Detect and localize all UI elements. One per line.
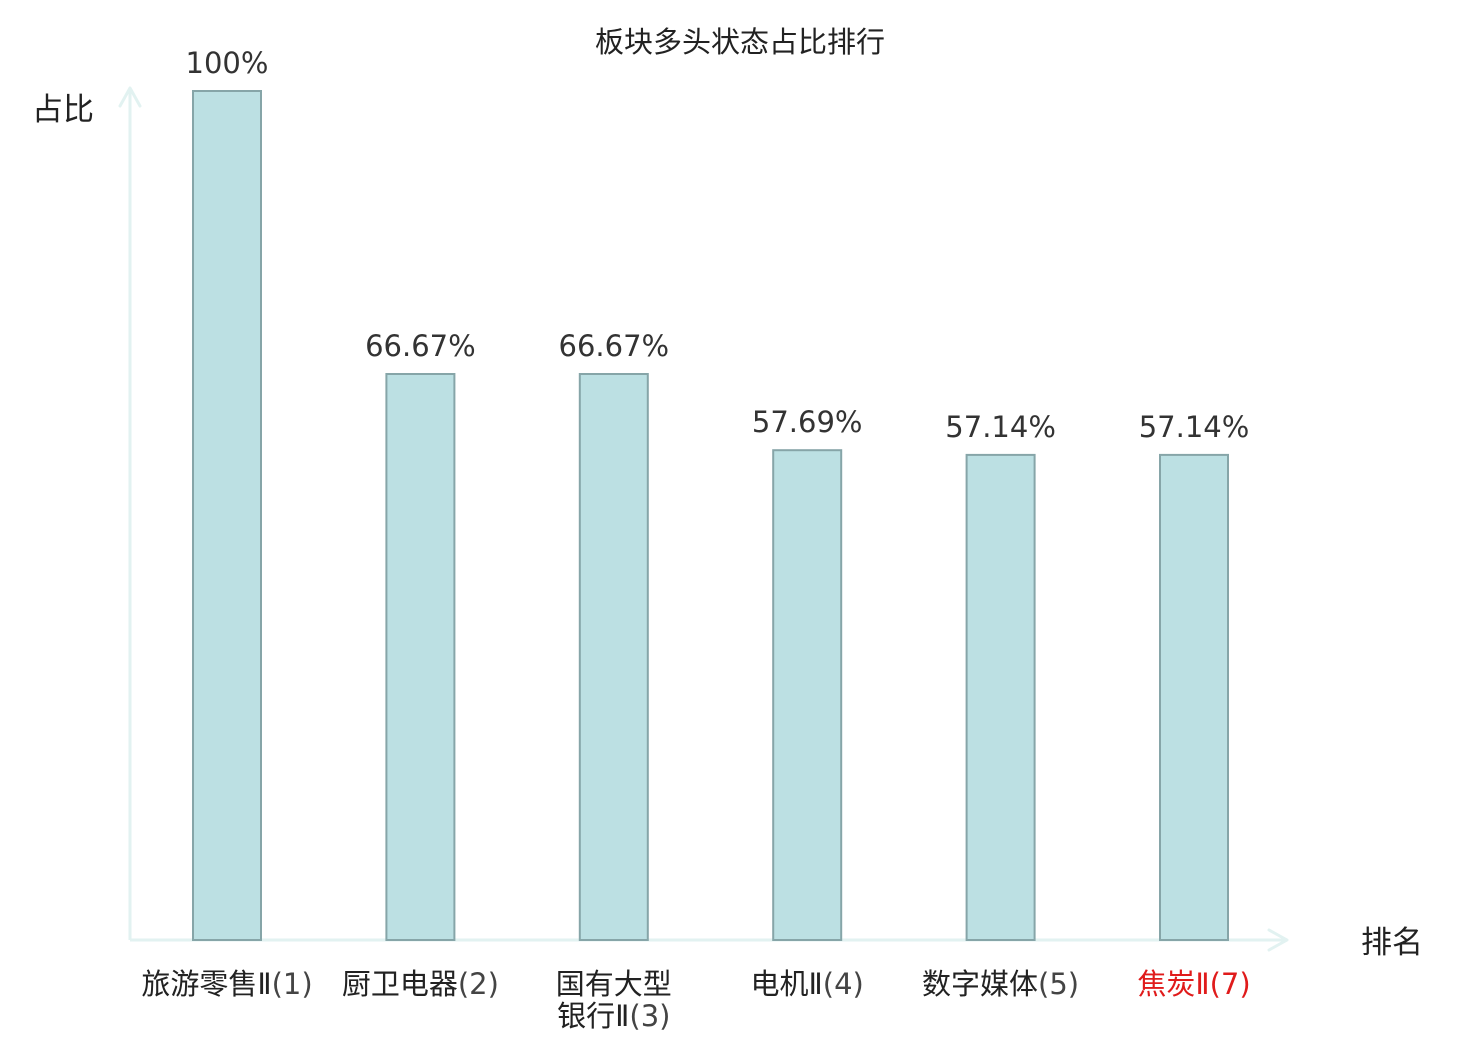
value-labels-group: 100% 66.67% 66.67% 57.69% 57.14% 57.14% bbox=[186, 46, 1250, 444]
y-axis-label: 占比 bbox=[32, 92, 94, 128]
axes bbox=[118, 86, 1289, 952]
bar bbox=[192, 90, 262, 941]
bar-value-label: 57.14% bbox=[945, 410, 1056, 444]
bar bbox=[772, 449, 843, 941]
x-tick-label-line2: 银行Ⅱ(3) bbox=[557, 999, 670, 1033]
y-axis-arrow-icon bbox=[118, 86, 142, 108]
bars-group bbox=[192, 90, 1229, 941]
bar bbox=[965, 453, 1036, 941]
bar-value-label: 66.67% bbox=[559, 329, 670, 363]
x-axis-label: 排名 bbox=[1361, 925, 1423, 961]
bar-value-label: 66.67% bbox=[365, 329, 476, 363]
x-tick-label: 电机Ⅱ(4) bbox=[751, 967, 864, 1001]
bar bbox=[385, 373, 456, 941]
chart-title: 板块多头状态占比排行 bbox=[595, 25, 885, 59]
x-tick-label: 焦炭Ⅱ(7) bbox=[1137, 967, 1250, 1001]
bar-value-label: 100% bbox=[186, 46, 269, 80]
bar bbox=[578, 373, 649, 941]
x-tick-label: 国有大型 bbox=[556, 967, 672, 1001]
x-tick-label: 数字媒体(5) bbox=[922, 967, 1079, 1001]
x-axis-arrow-icon bbox=[1267, 928, 1289, 952]
bar bbox=[1159, 453, 1229, 941]
x-tick-label: 旅游零售Ⅱ(1) bbox=[141, 967, 312, 1001]
bar-value-label: 57.14% bbox=[1139, 410, 1250, 444]
x-tick-label: 厨卫电器(2) bbox=[342, 967, 499, 1001]
bar-value-label: 57.69% bbox=[752, 405, 863, 439]
